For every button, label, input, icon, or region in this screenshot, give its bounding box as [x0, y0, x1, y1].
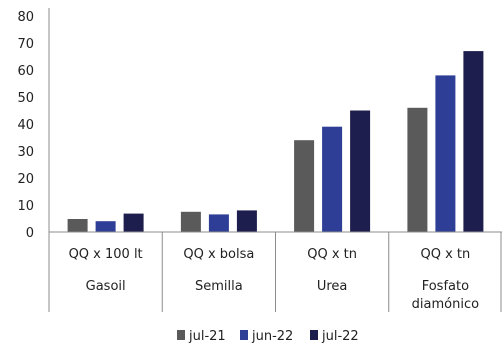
category-name-label: Fosfato [422, 279, 469, 294]
category-unit-label: QQ x tn [307, 247, 357, 262]
bar-jun-22-2 [322, 126, 343, 232]
bar-jul-22-1 [236, 210, 257, 232]
bar-jun-22-1 [208, 214, 229, 232]
y-tick-label: 50 [17, 91, 34, 106]
bar-jul-21-3 [407, 107, 428, 232]
category-unit-label: QQ x bolsa [183, 247, 254, 262]
legend: jul-21 jun-22 jul-22 [177, 329, 359, 344]
legend-swatch-jul-22 [310, 330, 318, 340]
bar-jul-21-2 [294, 140, 315, 232]
bar-jul-21-0 [67, 219, 88, 232]
category-name-label: Semilla [195, 279, 243, 294]
category-name-label: Urea [317, 279, 348, 294]
bar-marks [67, 51, 484, 233]
bar-jun-22-3 [435, 75, 456, 233]
legend-swatch-jul-21 [177, 330, 185, 340]
bar-jun-22-0 [95, 221, 116, 232]
category-name-label: diamónico [412, 297, 479, 312]
x-axis: QQ x 100 lt Gasoil QQ x bolsa Semilla QQ x t… [48, 231, 502, 312]
y-tick-label: 0 [26, 226, 34, 241]
y-tick-label: 20 [17, 172, 34, 187]
y-tick-label: 60 [17, 64, 34, 79]
y-tick-label: 10 [17, 199, 34, 214]
bar-jul-21-1 [180, 211, 201, 233]
category-unit-label: QQ x 100 lt [69, 247, 143, 262]
category-name-label: Gasoil [86, 279, 126, 294]
category-unit-label: QQ x tn [420, 247, 470, 262]
y-tick-label: 80 [17, 10, 34, 25]
y-tick-label: 70 [17, 37, 34, 52]
legend-swatch-jun-22 [240, 330, 248, 340]
y-axis: 0 10 20 30 40 50 60 70 80 [17, 8, 50, 241]
bar-jul-22-2 [350, 110, 371, 232]
legend-label-jul-21: jul-21 [188, 329, 226, 344]
bar-jul-22-0 [123, 213, 144, 232]
y-tick-label: 40 [17, 118, 34, 133]
bar-jul-22-3 [463, 51, 484, 232]
y-tick-label: 30 [17, 145, 34, 160]
legend-label-jul-22: jul-22 [321, 329, 359, 344]
legend-label-jun-22: jun-22 [251, 329, 293, 344]
